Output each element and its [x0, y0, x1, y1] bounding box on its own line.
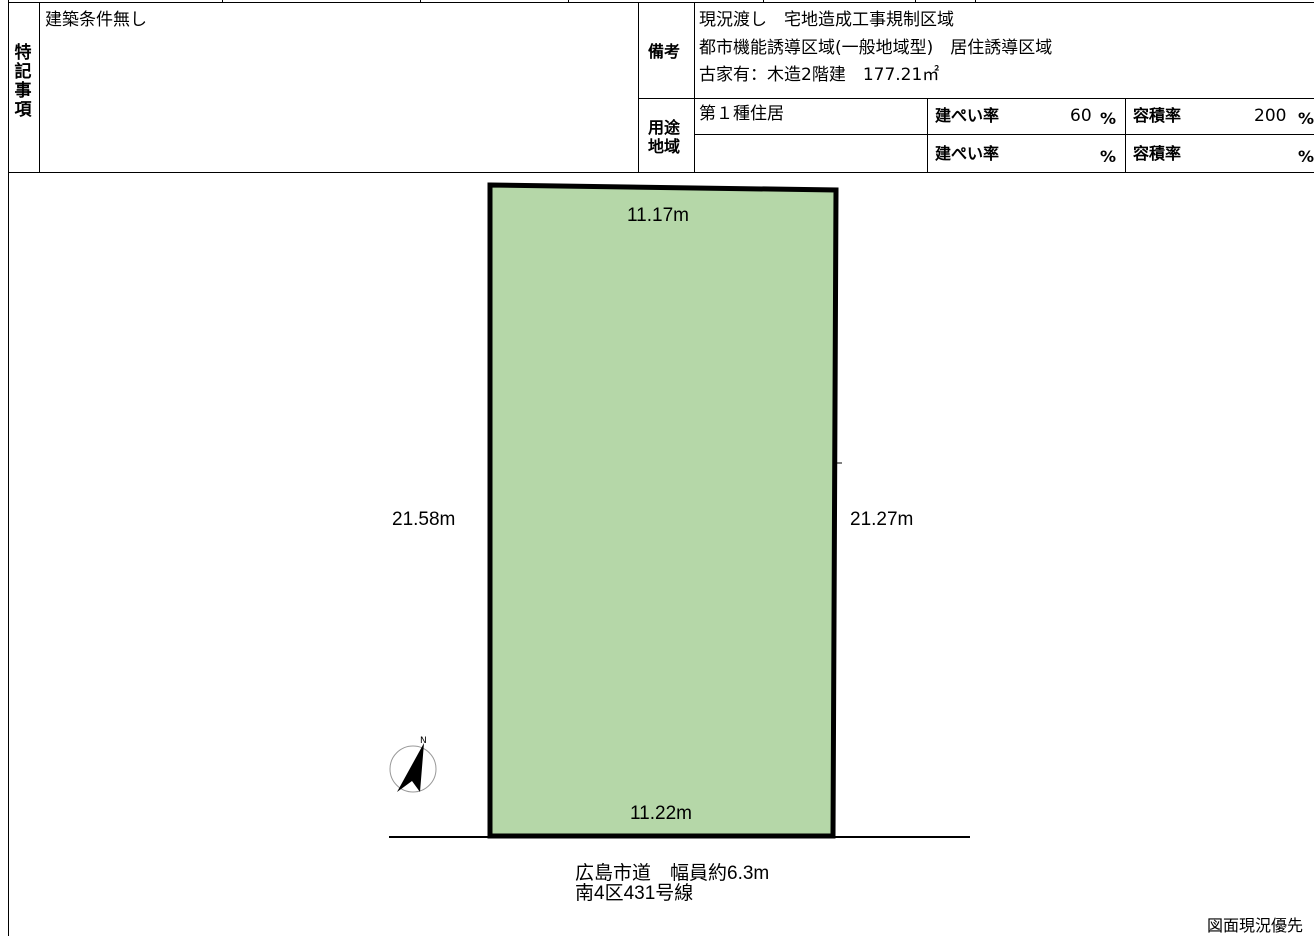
- zoning-col-divider-2: [1125, 98, 1126, 173]
- tick: [568, 0, 569, 3]
- right-dimension: 21.27m: [850, 509, 914, 530]
- bcr-unit-2: %: [1100, 147, 1117, 166]
- top-dimension: 11.17m: [627, 205, 689, 226]
- remarks-label: 備考: [648, 42, 681, 61]
- far-label-2: 容積率: [1133, 144, 1182, 163]
- plot-shape: [487, 182, 839, 839]
- tick: [763, 0, 764, 3]
- notes-right-divider: [638, 2, 639, 173]
- compass-letter: N: [420, 736, 427, 746]
- road-name-line2: 南4区431号線: [575, 883, 694, 904]
- tick: [915, 0, 916, 3]
- remarks-bottom-line: [638, 98, 1314, 99]
- zoning-col-divider-1: [927, 98, 928, 173]
- remarks-line-3: 古家有：木造2階建 177.21㎡: [699, 65, 940, 85]
- zoning-label-line2: 地域: [648, 137, 681, 156]
- left-dimension: 21.58m: [392, 509, 456, 530]
- far-unit-1: %: [1298, 109, 1314, 128]
- footer-note: 図面現況優先: [1207, 916, 1304, 935]
- compass-icon: [389, 743, 437, 793]
- special-notes-text: 建築条件無し: [45, 10, 147, 30]
- zoning-zone-1: 第１種住居: [699, 104, 784, 124]
- far-label-1: 容積率: [1133, 106, 1182, 125]
- tick: [975, 0, 976, 3]
- zoning-label-line1: 用途: [648, 118, 681, 137]
- road-name-line1: 広島市道 幅員約6.3m: [575, 863, 770, 884]
- special-notes-label: 特記事項: [14, 43, 32, 120]
- tick: [420, 0, 421, 3]
- bcr-unit-1: %: [1100, 109, 1117, 128]
- table-top-border: [8, 2, 1314, 3]
- left-border: [8, 0, 9, 936]
- far-value-1: 200: [1254, 106, 1287, 126]
- table-bottom-border: [8, 172, 1314, 173]
- bcr-label-2: 建ぺい率: [935, 144, 1000, 163]
- bcr-label-1: 建ぺい率: [935, 106, 1000, 125]
- notes-label-divider: [39, 2, 40, 173]
- bottom-dimension: 11.22m: [630, 803, 692, 824]
- remarks-label-divider: [694, 2, 695, 173]
- bcr-value-1: 60: [1070, 106, 1092, 126]
- far-unit-2: %: [1298, 147, 1314, 166]
- tick: [222, 0, 223, 3]
- zoning-row-divider: [694, 134, 1314, 135]
- remarks-line-1: 現況渡し 宅地造成工事規制区域: [699, 10, 954, 30]
- remarks-line-2: 都市機能誘導区域(一般地域型) 居住誘導区域: [699, 38, 1053, 58]
